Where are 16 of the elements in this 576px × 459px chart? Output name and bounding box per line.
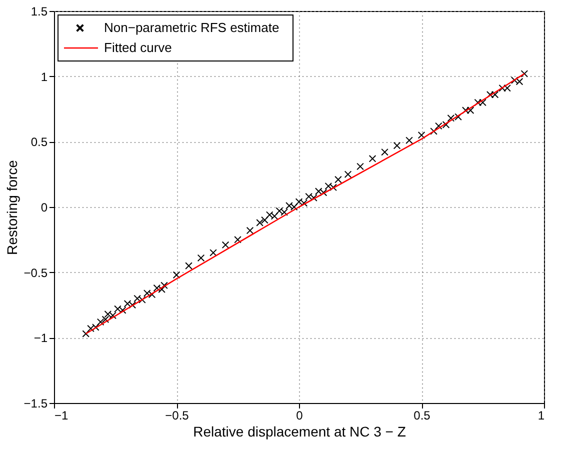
y-tick-label: −0.5 xyxy=(24,266,48,280)
y-tick-label: 0 xyxy=(40,200,48,214)
y-tick-label: 1.5 xyxy=(30,4,48,18)
x-tick-label: −1 xyxy=(54,408,69,422)
y-tick-label: −1 xyxy=(34,331,48,346)
legend-label: Non−parametric RFS estimate xyxy=(104,20,280,35)
y-tick-label: 0.5 xyxy=(30,135,48,150)
y-axis-title: Restoring force xyxy=(4,160,20,255)
x-tick-label: 0 xyxy=(296,408,304,422)
x-tick-label: −0.5 xyxy=(165,408,190,422)
y-tick-label: −1.5 xyxy=(24,396,48,410)
y-tick-label: 1 xyxy=(40,70,48,84)
legend-label: Fitted curve xyxy=(104,40,172,55)
x-tick-label: 1 xyxy=(538,408,545,422)
x-axis-title: Relative displacement at NC 3 − Z xyxy=(193,424,406,440)
x-tick-label: 0.5 xyxy=(414,408,431,422)
